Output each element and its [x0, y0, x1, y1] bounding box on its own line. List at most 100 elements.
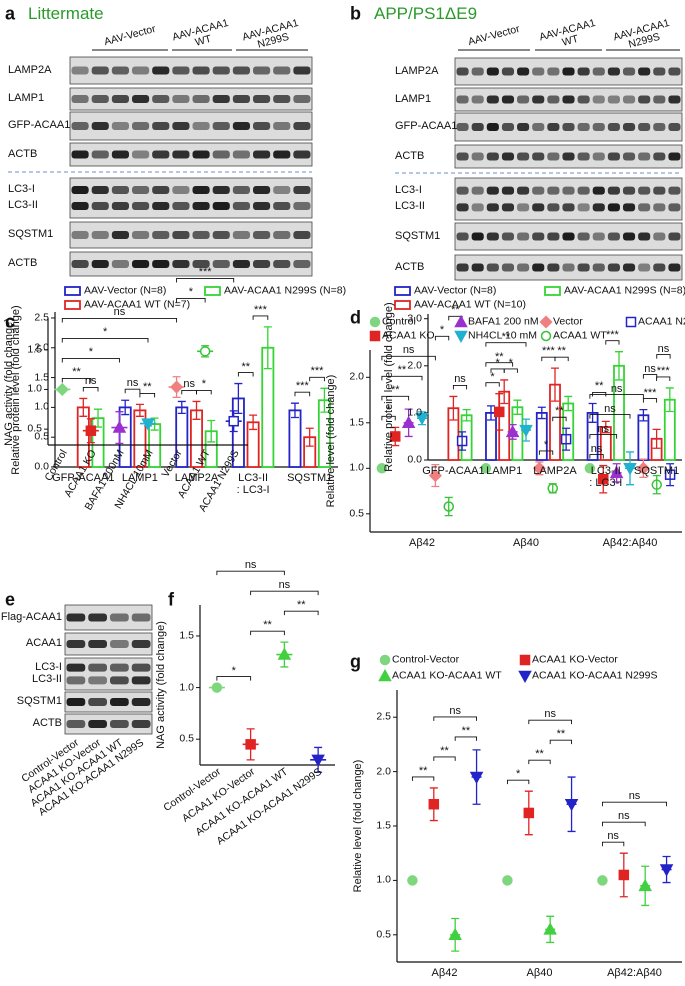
blot-band	[532, 186, 545, 195]
blot-band	[71, 95, 89, 103]
blot-band	[517, 186, 530, 195]
significance-bracket	[454, 736, 478, 741]
significance-label: ns	[628, 790, 641, 803]
x-tick-label: Aβ42:Aβ40	[607, 967, 662, 979]
error-bar	[391, 426, 400, 447]
blot-band	[212, 202, 230, 210]
error-bar	[192, 400, 201, 420]
blot-band	[152, 231, 170, 239]
blot-band	[668, 67, 681, 76]
significance-bracket	[601, 801, 668, 807]
significance-bracket	[485, 382, 500, 387]
y-tick-label: 1.5	[376, 819, 391, 832]
significance-bracket	[601, 841, 625, 847]
blot-band	[111, 202, 129, 210]
x-tick-label: LAMP1	[121, 472, 158, 484]
error-bar	[641, 865, 650, 907]
panel-title: Littermate	[28, 4, 104, 24]
blot-band	[517, 263, 530, 272]
panel-letter: a	[5, 3, 16, 24]
blot-label: ACTB	[8, 257, 38, 270]
significance-bracket	[589, 414, 631, 419]
blot-band	[562, 263, 575, 272]
blot-band	[471, 123, 484, 131]
y-axis-label: Relative level (fold change)	[352, 759, 365, 893]
legend-label: AAV-ACAA1 WT (N=10)	[414, 298, 526, 311]
blot-band	[653, 263, 666, 272]
blot-band	[253, 122, 271, 130]
y-tick-label: 1.0	[179, 681, 194, 694]
panel-letter: c	[5, 311, 16, 332]
panel-letter: b	[350, 3, 361, 24]
error-bar	[486, 405, 495, 421]
y-tick-label: 0.5	[27, 422, 42, 435]
blot-label: LAMP1	[395, 92, 432, 105]
significance-label: **	[501, 330, 511, 343]
blot-band	[501, 186, 515, 195]
significance-label: **	[390, 384, 400, 397]
blot-band	[253, 202, 271, 210]
blot-band	[607, 152, 620, 161]
significance-bracket	[452, 384, 468, 390]
blot-band	[132, 186, 150, 194]
legend-marker	[454, 330, 468, 344]
blot-band	[88, 720, 107, 728]
blot-band	[456, 123, 469, 131]
blot-band	[131, 663, 151, 672]
legend-marker	[540, 330, 552, 342]
significance-bracket	[196, 389, 212, 395]
blot-band	[517, 67, 530, 76]
blot-band	[273, 150, 291, 159]
x-tick-label: Aβ42	[409, 537, 435, 549]
blot-band	[66, 663, 86, 672]
blot-band	[622, 232, 636, 241]
blot-band	[131, 720, 151, 728]
blot-band	[532, 67, 545, 76]
significance-label: ns	[244, 559, 257, 572]
error-bar	[444, 496, 453, 517]
blot-band	[622, 67, 636, 76]
panel-letter: e	[5, 589, 16, 610]
blot-band	[607, 203, 620, 212]
blot-band	[486, 232, 499, 241]
blot-band	[172, 95, 190, 103]
blot-band	[293, 260, 311, 268]
blot-band	[212, 150, 230, 159]
blot-band	[131, 698, 151, 706]
blot-band	[592, 95, 605, 104]
blot-band	[172, 150, 190, 159]
significance-bracket	[252, 315, 269, 320]
blot-band	[486, 263, 499, 272]
blot-band	[172, 202, 190, 210]
blot-band	[668, 232, 681, 241]
error-bar	[524, 790, 533, 836]
significance-label: ns	[84, 375, 97, 388]
x-tick-label: Aβ40	[526, 967, 553, 979]
blot-label: ACTB	[32, 717, 62, 730]
blot-band	[152, 95, 170, 103]
error-bar	[431, 464, 440, 488]
legend-marker	[369, 330, 381, 342]
error-bar	[562, 427, 571, 451]
blot-band	[232, 231, 250, 239]
blot-band	[638, 67, 651, 76]
blot-band	[622, 123, 636, 131]
blot-band	[638, 263, 651, 272]
significance-label: *	[543, 439, 549, 452]
blot-label: ACAA1	[25, 637, 62, 650]
blot-band	[622, 263, 636, 272]
y-tick-label: 1.5	[34, 371, 49, 384]
significance-label: *	[231, 664, 236, 677]
blot-band	[456, 203, 469, 212]
blot-band	[253, 186, 271, 194]
legend-swatch	[394, 300, 411, 310]
blot-band	[110, 640, 129, 648]
blot-band	[532, 263, 545, 272]
blot-band	[653, 203, 666, 212]
blot-band	[71, 260, 89, 268]
blot-band	[111, 150, 129, 159]
blot-band	[88, 613, 107, 622]
error-bar	[619, 852, 628, 898]
blot-band	[293, 186, 311, 194]
blot-strip	[69, 111, 313, 141]
